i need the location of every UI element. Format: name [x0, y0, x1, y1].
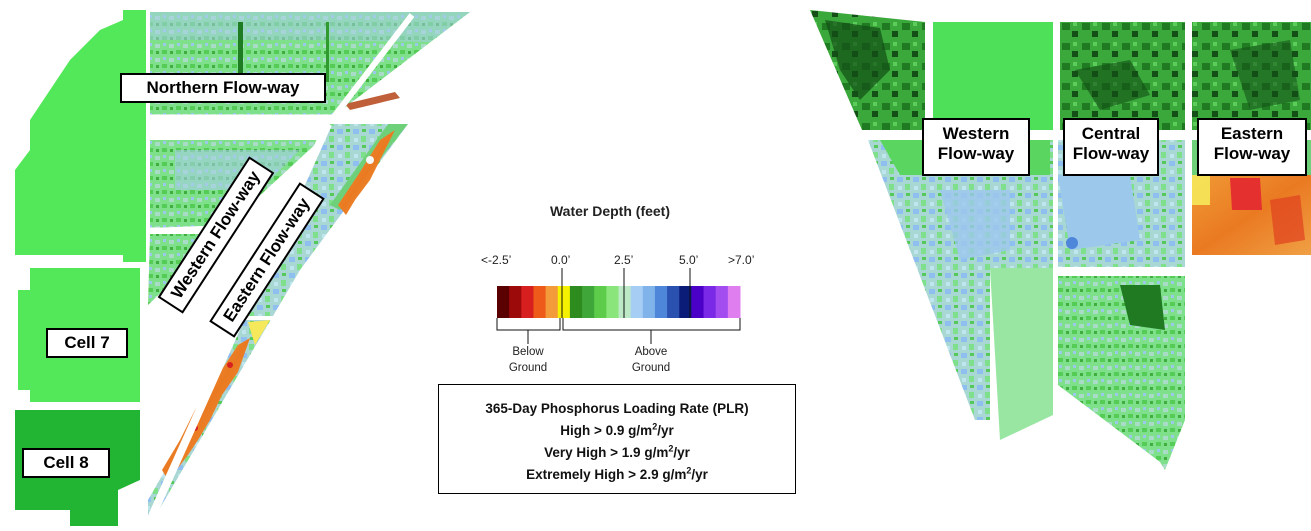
- legend-swatch: [618, 286, 632, 318]
- above-ground-label: Above Ground: [625, 345, 677, 376]
- legend-swatch: [509, 286, 522, 318]
- legend-swatch: [606, 286, 619, 318]
- right-western-line1: Western: [942, 124, 1010, 143]
- legend-swatch: [569, 286, 583, 318]
- right-central-flow-way-label: Central Flow-way: [1063, 118, 1159, 176]
- plr-title: 365-Day Phosphorus Loading Rate (PLR): [485, 401, 749, 416]
- legend-swatch: [594, 286, 607, 318]
- legend-swatch: [630, 286, 644, 318]
- plr-high-text: High > 0.9 g/m: [560, 423, 653, 438]
- right-eastern-flow-way-label: Eastern Flow-way: [1197, 118, 1307, 176]
- plr-very-high-suffix: /yr: [673, 445, 690, 460]
- plr-extremely-high-sup: 2: [686, 465, 692, 476]
- legend-swatch: [715, 286, 729, 318]
- right-eastern-line1: Eastern: [1220, 124, 1284, 143]
- legend-tick-5-0: 5.0’: [679, 253, 699, 267]
- below-ground-line2: Ground: [508, 361, 548, 374]
- legend-swatch: [727, 286, 741, 318]
- plr-high: High > 0.9 g/m2/yr: [439, 420, 795, 442]
- water-depth-legend-title: Water Depth (feet): [549, 203, 671, 219]
- cell-8-label: Cell 8: [22, 448, 110, 478]
- legend-tick-zero: 0.0’: [551, 253, 571, 267]
- plr-extremely-high-suffix: /yr: [691, 467, 708, 482]
- legend-swatch: [667, 286, 680, 318]
- legend-swatch: [679, 286, 692, 318]
- legend-swatch: [642, 286, 656, 318]
- plr-high-sup: 2: [652, 421, 658, 432]
- plr-very-high-text: Very High > 1.9 g/m: [544, 445, 669, 460]
- legend-swatch: [691, 286, 705, 318]
- northern-flow-way-label: Northern Flow-way: [120, 73, 326, 103]
- plr-very-high-sup: 2: [668, 443, 674, 454]
- below-ground-label: Below Ground: [503, 345, 553, 376]
- legend-swatch: [654, 286, 668, 318]
- legend-swatch: [521, 286, 534, 318]
- below-ground-line1: Below: [512, 346, 544, 358]
- legend-swatch: [703, 286, 717, 318]
- plr-high-suffix: /yr: [657, 423, 674, 438]
- legend-tick-max: >7.0’: [728, 253, 755, 267]
- plr-very-high: Very High > 1.9 g/m2/yr: [439, 442, 795, 464]
- right-western-flow-way-label: Western Flow-way: [922, 118, 1030, 176]
- legend-swatch: [545, 286, 559, 318]
- legend-swatch: [497, 286, 510, 318]
- legend-tick-2-5: 2.5’: [614, 253, 634, 267]
- legend-swatch: [582, 286, 595, 318]
- water-depth-color-bar: [497, 286, 741, 318]
- above-ground-line1: Above: [634, 346, 668, 358]
- above-ground-line2: Ground: [631, 361, 671, 374]
- right-western-line2: Flow-way: [937, 143, 1015, 163]
- legend-swatch: [533, 286, 547, 318]
- phosphorus-loading-rate-box: 365-Day Phosphorus Loading Rate (PLR) Hi…: [438, 384, 796, 494]
- plr-extremely-high-text: Extremely High > 2.9 g/m: [526, 467, 687, 482]
- right-central-line2: Flow-way: [1072, 143, 1150, 163]
- right-central-line1: Central: [1081, 124, 1141, 143]
- legend-tick-min: <-2.5’: [481, 253, 512, 267]
- plr-extremely-high: Extremely High > 2.9 g/m2/yr: [439, 464, 795, 486]
- cell-7-label: Cell 7: [46, 328, 128, 358]
- right-eastern-line2: Flow-way: [1213, 143, 1291, 163]
- legend-swatch: [557, 286, 571, 318]
